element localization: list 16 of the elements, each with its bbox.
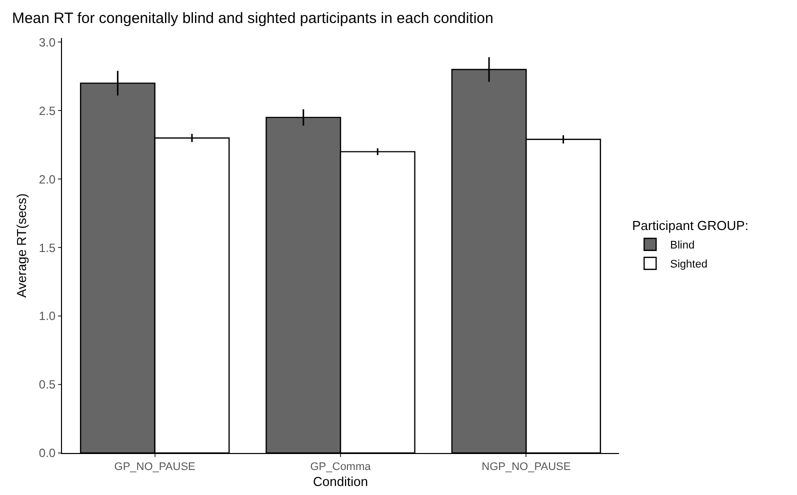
y-tick-label: 2.5 <box>38 104 56 118</box>
y-tick-label: 1.0 <box>38 309 56 324</box>
y-tick-label: 3.0 <box>38 35 56 50</box>
x-tick-label: NGP_NO_PAUSE <box>482 461 571 474</box>
y-axis-title: Average RT(secs) <box>14 193 29 298</box>
y-tick-label: 1.5 <box>38 240 56 255</box>
y-tick-label: 0.0 <box>38 446 56 460</box>
x-tick-label: GP_Comma <box>310 461 372 474</box>
legend-label: Blind <box>670 240 695 252</box>
y-tick-label: 2.0 <box>38 172 56 186</box>
x-tick-label: GP_NO_PAUSE <box>114 461 196 474</box>
x-axis-title: Condition <box>313 474 368 489</box>
y-tick-label: 0.5 <box>38 378 56 392</box>
legend-label: Sighted <box>670 258 708 271</box>
chart-title: Mean RT for congenitally blind and sighted participants in each condition <box>12 10 494 27</box>
legend-title: Participant GROUP: <box>632 218 748 233</box>
